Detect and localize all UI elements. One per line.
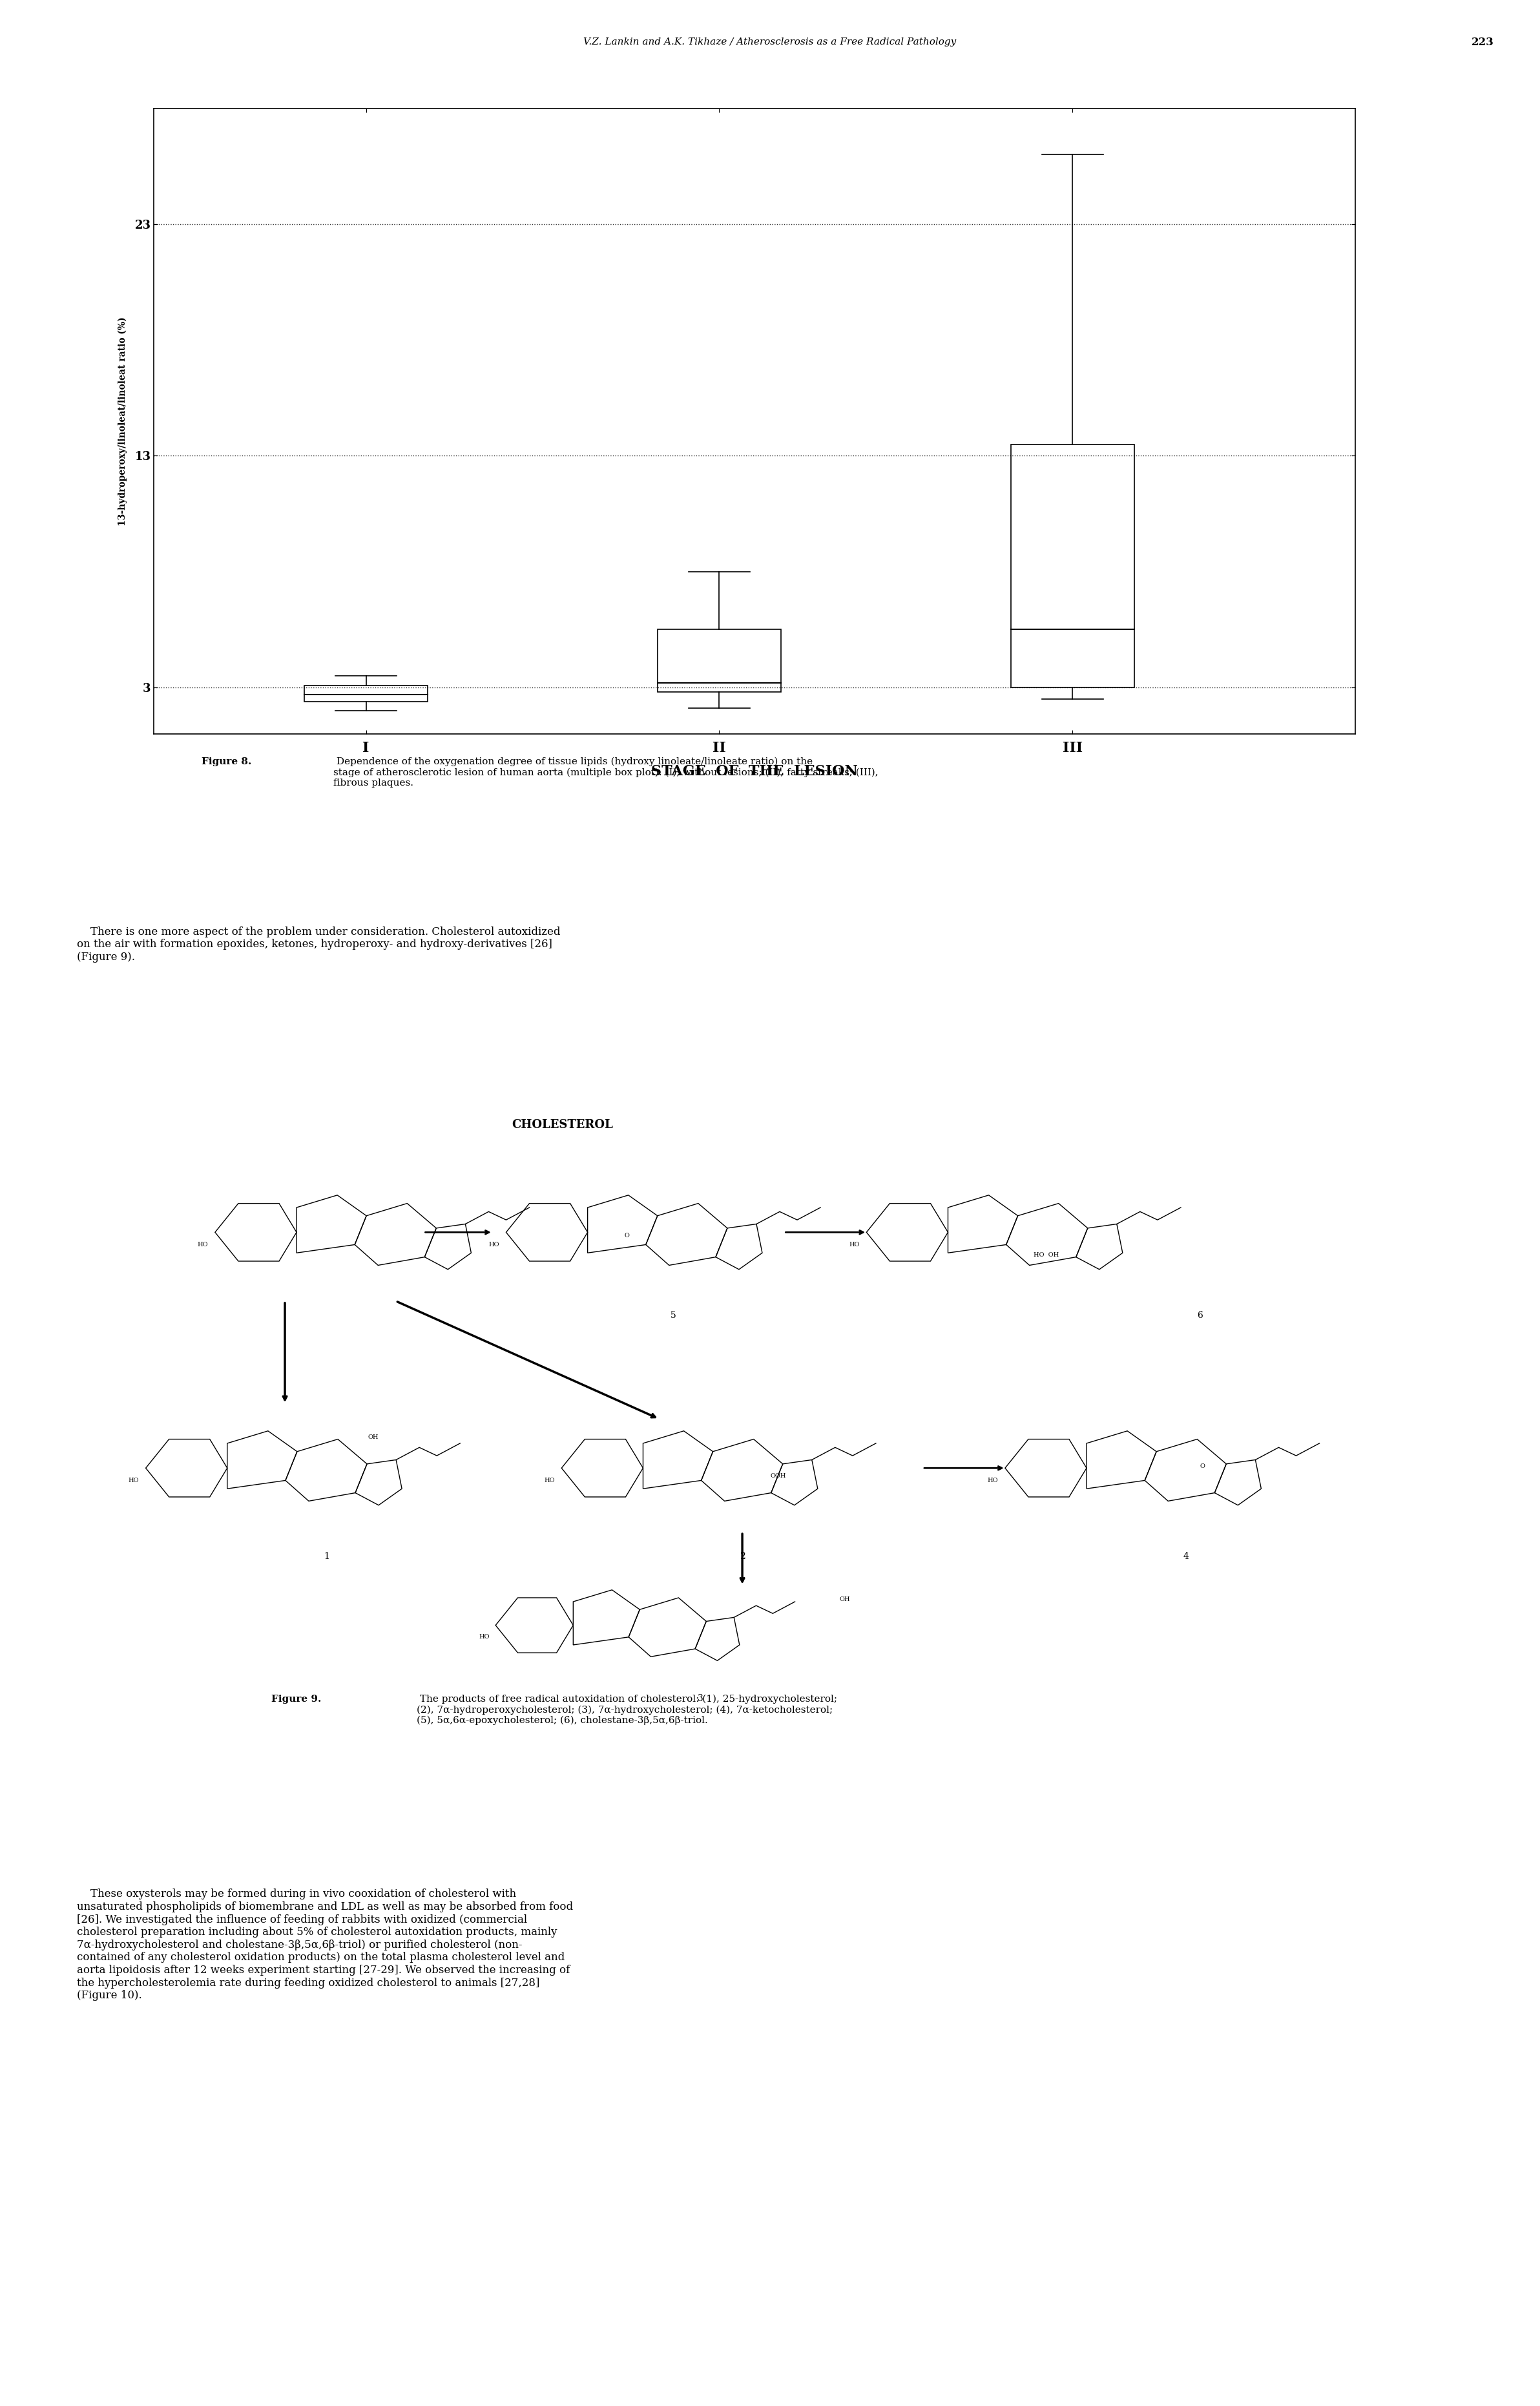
X-axis label: STAGE  OF  THE  LESION: STAGE OF THE LESION bbox=[651, 765, 858, 780]
Text: The products of free radical autoxidation of cholesterol: (1), 25-hydroxycholest: The products of free radical autoxidatio… bbox=[416, 1694, 838, 1725]
Bar bbox=[658, 630, 781, 693]
Text: HO: HO bbox=[197, 1241, 208, 1249]
Text: Figure 9.: Figure 9. bbox=[271, 1694, 320, 1703]
Text: Figure 8.: Figure 8. bbox=[202, 758, 251, 765]
Text: HO: HO bbox=[544, 1477, 554, 1485]
Text: O: O bbox=[625, 1232, 630, 1239]
Text: 5: 5 bbox=[670, 1311, 676, 1321]
Bar bbox=[1010, 445, 1135, 688]
Text: HO: HO bbox=[479, 1634, 490, 1641]
Text: Dependence of the oxygenation degree of tissue lipids (hydroxy linoleate/linolea: Dependence of the oxygenation degree of … bbox=[334, 758, 878, 787]
Text: OH: OH bbox=[368, 1434, 379, 1439]
Text: HO: HO bbox=[987, 1477, 998, 1485]
Text: 3: 3 bbox=[698, 1694, 704, 1703]
Text: HO: HO bbox=[849, 1241, 859, 1249]
Text: 1: 1 bbox=[323, 1552, 330, 1561]
Text: These oxysterols may be formed during in vivo cooxidation of cholesterol with
un: These oxysterols may be formed during in… bbox=[77, 1889, 573, 2002]
Text: CHOLESTEROL: CHOLESTEROL bbox=[511, 1119, 613, 1131]
Bar bbox=[303, 686, 428, 703]
Text: 6: 6 bbox=[1197, 1311, 1203, 1321]
Y-axis label: 13-hydroperoxy/linoleat/linoleat ratio (%): 13-hydroperoxy/linoleat/linoleat ratio (… bbox=[119, 318, 128, 525]
Text: OOH: OOH bbox=[770, 1472, 785, 1480]
Text: 223: 223 bbox=[1471, 36, 1494, 48]
Text: HO: HO bbox=[128, 1477, 139, 1485]
Text: OH: OH bbox=[839, 1595, 850, 1602]
Text: HO: HO bbox=[488, 1241, 499, 1249]
Text: V.Z. Lankin and A.K. Tikhaze / Atherosclerosis as a Free Radical Pathology: V.Z. Lankin and A.K. Tikhaze / Atheroscl… bbox=[584, 38, 956, 46]
Text: 2: 2 bbox=[739, 1552, 745, 1561]
Text: There is one more aspect of the problem under consideration. Cholesterol autoxid: There is one more aspect of the problem … bbox=[77, 926, 561, 962]
Text: O: O bbox=[1200, 1463, 1204, 1470]
Text: 4: 4 bbox=[1183, 1552, 1189, 1561]
Text: HO  OH: HO OH bbox=[1033, 1251, 1058, 1258]
